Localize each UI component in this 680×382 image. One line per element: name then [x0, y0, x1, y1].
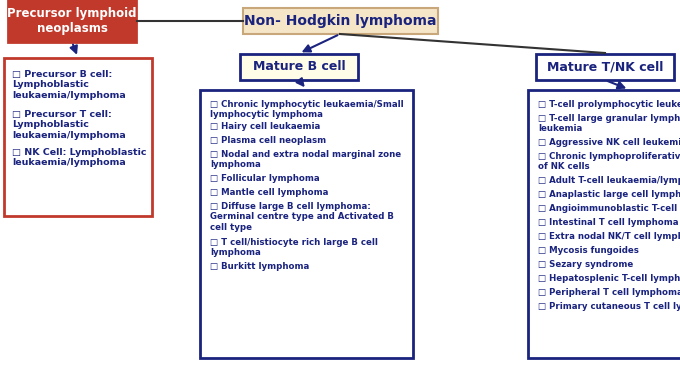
Text: □ Diffuse large B cell lymphoma:
Germinal centre type and Activated B
cell type: □ Diffuse large B cell lymphoma: Germina… [210, 202, 394, 232]
Text: Precursor lymphoid
neoplasms: Precursor lymphoid neoplasms [7, 7, 137, 35]
Text: □ Burkitt lymphoma: □ Burkitt lymphoma [210, 262, 309, 271]
Text: Mature T/NK cell: Mature T/NK cell [547, 60, 663, 73]
Text: □ T-cell large granular lymphocytic
leukemia: □ T-cell large granular lymphocytic leuk… [538, 114, 680, 133]
Text: □ Follicular lymphoma: □ Follicular lymphoma [210, 174, 320, 183]
Text: □ NK Cell: Lymphoblastic
leukaemia/lymphoma: □ NK Cell: Lymphoblastic leukaemia/lymph… [12, 148, 146, 167]
Text: □ Adult T-cell leukaemia/lymphoma: □ Adult T-cell leukaemia/lymphoma [538, 176, 680, 185]
Text: □ Angioimmunoblastic T-cell lymphoma: □ Angioimmunoblastic T-cell lymphoma [538, 204, 680, 213]
Text: □ Chronic lymphoproliferative disorder
of NK cells: □ Chronic lymphoproliferative disorder o… [538, 152, 680, 172]
Text: □ Plasma cell neoplasm: □ Plasma cell neoplasm [210, 136, 326, 145]
Text: □ Mantle cell lymphoma: □ Mantle cell lymphoma [210, 188, 328, 197]
Text: □ Precursor B cell:
Lymphoblastic
leukaemia/lymphoma: □ Precursor B cell: Lymphoblastic leukae… [12, 70, 126, 100]
FancyBboxPatch shape [243, 8, 437, 34]
Text: □ Anaplastic large cell lymphoma: □ Anaplastic large cell lymphoma [538, 190, 680, 199]
Text: □ Hairy cell leukaemia: □ Hairy cell leukaemia [210, 122, 320, 131]
FancyBboxPatch shape [200, 90, 413, 358]
FancyBboxPatch shape [536, 54, 674, 80]
FancyBboxPatch shape [8, 0, 136, 42]
Text: □ Extra nodal NK/T cell lymphoma: □ Extra nodal NK/T cell lymphoma [538, 232, 680, 241]
Text: □ Chronic lymphocytic leukaemia/Small
lymphocytic lymphoma: □ Chronic lymphocytic leukaemia/Small ly… [210, 100, 404, 120]
FancyBboxPatch shape [4, 58, 152, 216]
FancyBboxPatch shape [528, 90, 680, 358]
Text: □ Nodal and extra nodal marginal zone
lymphoma: □ Nodal and extra nodal marginal zone ly… [210, 150, 401, 169]
Text: □ Sezary syndrome: □ Sezary syndrome [538, 260, 633, 269]
Text: □ Precursor T cell:
Lymphoblastic
leukaemia/lymphoma: □ Precursor T cell: Lymphoblastic leukae… [12, 110, 126, 140]
Text: Mature B cell: Mature B cell [253, 60, 345, 73]
Text: □ Intestinal T cell lymphoma: □ Intestinal T cell lymphoma [538, 218, 679, 227]
Text: □ Primary cutaneous T cell lymphoma: □ Primary cutaneous T cell lymphoma [538, 302, 680, 311]
Text: Non- Hodgkin lymphoma: Non- Hodgkin lymphoma [243, 14, 437, 28]
Text: □ Hepatosplenic T-cell lymphoma: □ Hepatosplenic T-cell lymphoma [538, 274, 680, 283]
Text: □ Mycosis fungoides: □ Mycosis fungoides [538, 246, 639, 255]
Text: □ T cell/histiocyte rich large B cell
lymphoma: □ T cell/histiocyte rich large B cell ly… [210, 238, 378, 257]
FancyBboxPatch shape [240, 54, 358, 80]
Text: □ Aggressive NK cell leukemia: □ Aggressive NK cell leukemia [538, 138, 680, 147]
Text: □ Peripheral T cell lymphoma: □ Peripheral T cell lymphoma [538, 288, 680, 297]
Text: □ T-cell prolymphocytic leukemia: □ T-cell prolymphocytic leukemia [538, 100, 680, 109]
